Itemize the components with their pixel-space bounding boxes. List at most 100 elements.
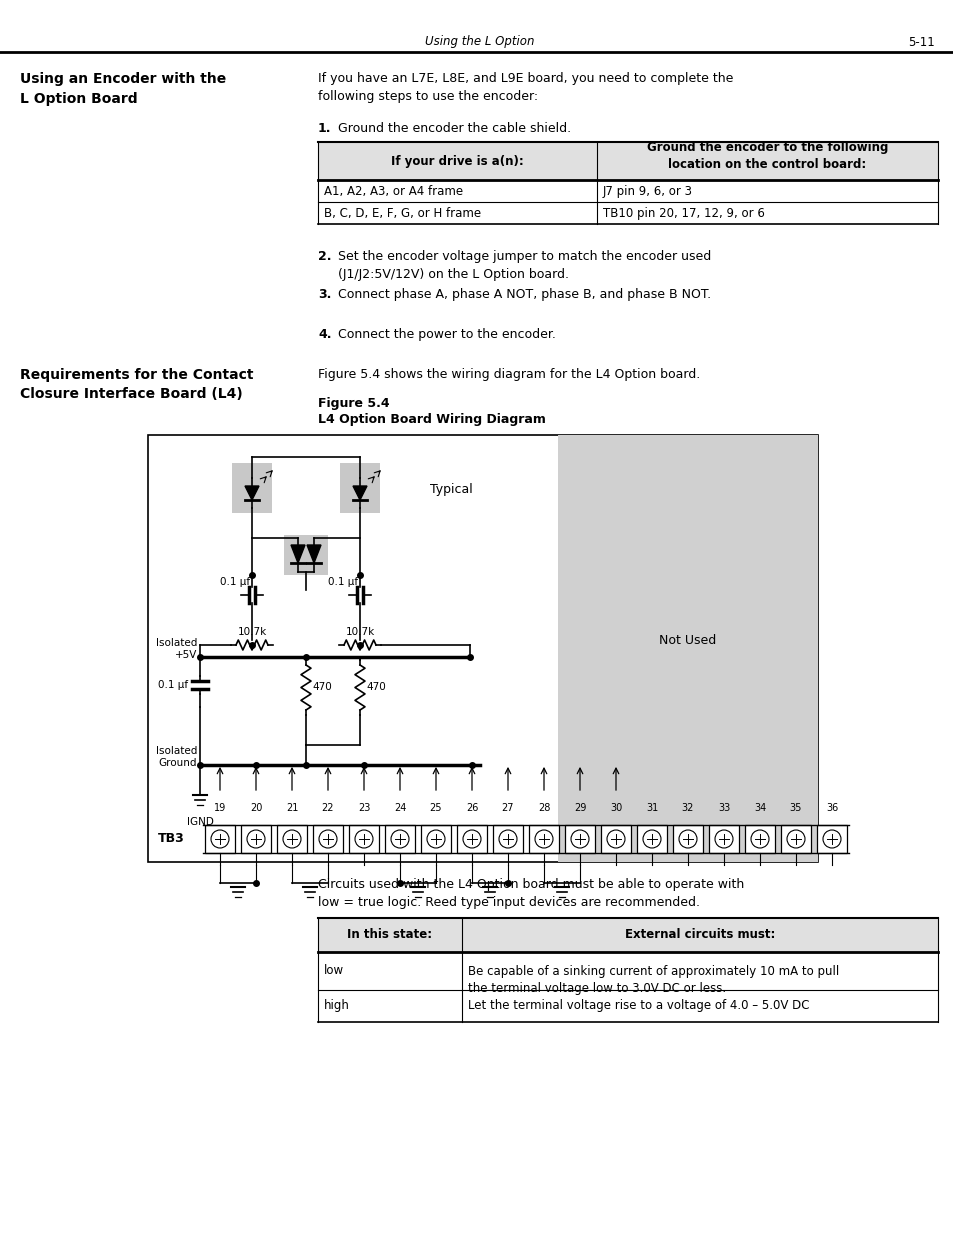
Circle shape [606,830,624,848]
Bar [313,825,343,853]
Text: Isolated
+5V: Isolated +5V [155,637,196,661]
Text: J7 pin 9, 6, or 3: J7 pin 9, 6, or 3 [602,184,692,198]
Text: Typical: Typical [430,483,473,496]
Text: Figure 5.4 shows the wiring diagram for the L4 Option board.: Figure 5.4 shows the wiring diagram for … [317,368,700,382]
Text: 470: 470 [312,683,332,693]
Circle shape [318,830,336,848]
Text: 4.: 4. [317,329,331,341]
Bar [600,825,630,853]
Polygon shape [245,487,258,500]
Bar [744,825,774,853]
Bar [276,825,307,853]
Text: 470: 470 [366,683,385,693]
Circle shape [462,830,480,848]
Text: If you have an L7E, L8E, and L9E board, you need to complete the
following steps: If you have an L7E, L8E, and L9E board, … [317,72,733,103]
Text: 33: 33 [717,803,729,813]
Text: TB3: TB3 [158,832,185,846]
Circle shape [535,830,553,848]
Text: 30: 30 [609,803,621,813]
Text: Be capable of a sinking current of approximately 10 mA to pull
the terminal volt: Be capable of a sinking current of appro… [468,965,839,995]
Polygon shape [353,487,367,500]
Text: 26: 26 [465,803,477,813]
Text: high: high [324,999,350,1013]
Text: 34: 34 [753,803,765,813]
Bar [148,435,817,862]
Text: Let the terminal voltage rise to a voltage of 4.0 – 5.0V DC: Let the terminal voltage rise to a volta… [468,999,809,1013]
Polygon shape [307,545,320,563]
Circle shape [679,830,697,848]
Text: Using the L Option: Using the L Option [425,36,535,48]
Text: In this state:: In this state: [347,929,432,941]
Text: Isolated
Ground: Isolated Ground [155,746,196,768]
Text: 0.1 μf: 0.1 μf [157,680,188,690]
Bar [564,825,595,853]
Circle shape [247,830,265,848]
Text: 27: 27 [501,803,514,813]
Bar [232,463,272,513]
Text: Set the encoder voltage jumper to match the encoder used
(J1/J2:5V/12V) on the L: Set the encoder voltage jumper to match … [337,249,711,282]
Text: 22: 22 [321,803,334,813]
Polygon shape [291,545,305,563]
Text: Connect phase A, phase A NOT, phase B, and phase B NOT.: Connect phase A, phase A NOT, phase B, a… [337,288,710,301]
Bar [339,463,379,513]
Text: L4 Option Board Wiring Diagram: L4 Option Board Wiring Diagram [317,412,545,426]
Text: 10.7k: 10.7k [345,627,375,637]
Bar [349,825,378,853]
Circle shape [211,830,229,848]
Bar [708,825,739,853]
Text: 32: 32 [681,803,694,813]
Text: 25: 25 [429,803,442,813]
Circle shape [642,830,660,848]
Text: 35: 35 [789,803,801,813]
Bar [672,825,702,853]
Text: 10.7k: 10.7k [237,627,266,637]
Text: Using an Encoder with the
L Option Board: Using an Encoder with the L Option Board [20,72,226,105]
Text: Connect the power to the encoder.: Connect the power to the encoder. [337,329,556,341]
Text: B, C, D, E, F, G, or H frame: B, C, D, E, F, G, or H frame [324,206,480,220]
Text: 23: 23 [357,803,370,813]
Circle shape [786,830,804,848]
Text: 19: 19 [213,803,226,813]
Text: Ground the encoder to the following
location on the control board:: Ground the encoder to the following loca… [646,141,887,170]
Bar [637,825,666,853]
Bar [529,825,558,853]
Text: Figure 5.4: Figure 5.4 [317,396,389,410]
Circle shape [498,830,517,848]
Text: TB10 pin 20, 17, 12, 9, or 6: TB10 pin 20, 17, 12, 9, or 6 [602,206,764,220]
Text: IGND: IGND [187,818,213,827]
Text: 1.: 1. [317,122,331,135]
Bar [385,825,415,853]
Text: Ground the encoder the cable shield.: Ground the encoder the cable shield. [337,122,571,135]
Text: A1, A2, A3, or A4 frame: A1, A2, A3, or A4 frame [324,184,462,198]
Bar [205,825,234,853]
Bar [317,918,937,952]
Bar [493,825,522,853]
Circle shape [427,830,444,848]
Text: 31: 31 [645,803,658,813]
Bar [558,435,817,862]
Text: 29: 29 [573,803,585,813]
Bar [241,825,271,853]
Bar [317,142,937,180]
Circle shape [571,830,588,848]
Text: 0.1 μf: 0.1 μf [328,577,357,587]
Text: Requirements for the Contact
Closure Interface Board (L4): Requirements for the Contact Closure Int… [20,368,253,401]
Bar [284,535,328,576]
Bar [456,825,486,853]
Text: 21: 21 [286,803,298,813]
Text: External circuits must:: External circuits must: [624,929,775,941]
Text: 3.: 3. [317,288,331,301]
Text: Circuits used with the L4 Option board must be able to operate with
low = true l: Circuits used with the L4 Option board m… [317,878,743,909]
Text: If your drive is a(n):: If your drive is a(n): [391,154,523,168]
Bar [781,825,810,853]
Circle shape [355,830,373,848]
Circle shape [714,830,732,848]
Circle shape [822,830,841,848]
Circle shape [391,830,409,848]
Text: 2.: 2. [317,249,331,263]
Text: 0.1 μf: 0.1 μf [219,577,250,587]
Circle shape [750,830,768,848]
Bar [420,825,451,853]
Text: 5-11: 5-11 [907,36,934,48]
Text: 36: 36 [825,803,838,813]
